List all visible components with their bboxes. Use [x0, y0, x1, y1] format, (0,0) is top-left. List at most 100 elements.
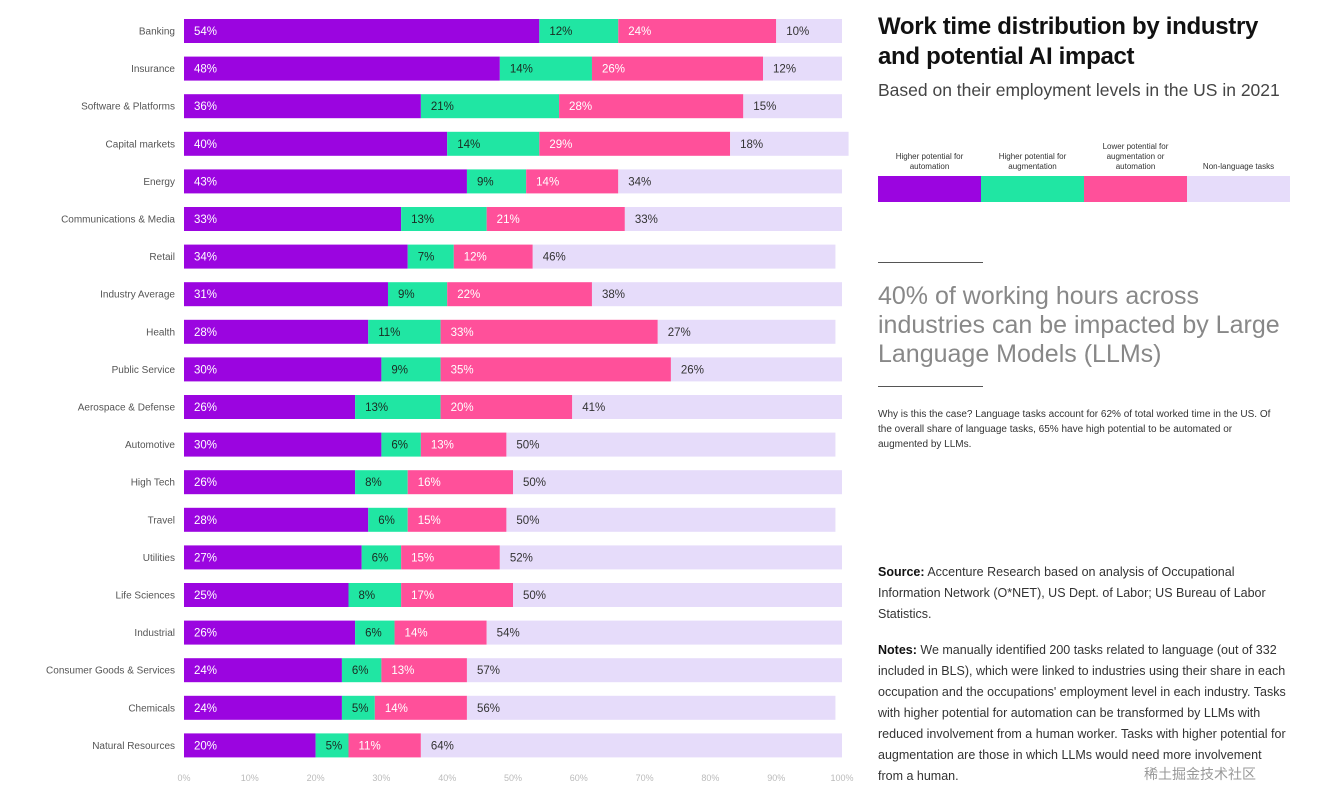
bar-segment-automation: [184, 545, 362, 570]
data-label: 10%: [786, 26, 809, 38]
bar-segment-automation: [184, 695, 342, 720]
category-label: High Tech: [131, 478, 175, 489]
data-label: 6%: [365, 628, 382, 640]
data-label: 22%: [457, 289, 480, 301]
bar-segment-lower: [440, 357, 671, 382]
data-label: 12%: [773, 64, 796, 76]
data-label: 11%: [359, 740, 381, 752]
legend-item-nonlanguage: Non-language tasks: [1187, 138, 1290, 202]
bar-segment-nonlanguage: [572, 395, 842, 419]
data-label: 38%: [602, 289, 625, 301]
data-label: 15%: [753, 101, 776, 113]
bar-segment-lower: [447, 282, 592, 307]
category-label: Software & Platforms: [81, 102, 175, 113]
bar-segment-lower: [453, 244, 533, 269]
data-label: 34%: [194, 252, 217, 264]
bar-segment-automation: [184, 395, 356, 419]
legend-label-nonlanguage: Non-language tasks: [1202, 162, 1275, 171]
data-label: 21%: [497, 214, 520, 226]
bar-segment-augmentation: [355, 395, 441, 419]
category-label: Banking: [139, 27, 175, 38]
x-tick-label: 90%: [767, 773, 785, 783]
data-label: 33%: [635, 214, 658, 226]
bar-segment-nonlanguage: [763, 56, 842, 81]
bar-row-life-sciences: Life Sciences 25% 8% 17% 50%: [116, 583, 842, 607]
bar-segment-automation: [184, 169, 467, 194]
bar-segment-nonlanguage: [618, 169, 842, 194]
bar-segment-nonlanguage: [466, 658, 842, 683]
data-label: 26%: [194, 477, 217, 489]
bar-row-natural-resources: Natural Resources 20% 5% 11% 64%: [92, 733, 842, 758]
data-label: 8%: [359, 590, 376, 602]
data-label: 30%: [194, 364, 217, 376]
legend-swatch-automation: [878, 176, 981, 202]
category-label: Life Sciences: [116, 591, 175, 602]
data-label: 34%: [628, 176, 651, 188]
data-label: 46%: [543, 252, 566, 264]
data-label: 26%: [194, 628, 217, 640]
bar-segment-augmentation: [355, 470, 408, 495]
bar-row-consumer-goods-services: Consumer Goods & Services 24% 6% 13% 57%: [46, 658, 842, 683]
bar-segment-augmentation: [401, 207, 487, 231]
data-label: 50%: [523, 477, 546, 489]
bar-segment-augmentation: [466, 169, 527, 194]
data-label: 27%: [194, 552, 217, 564]
bar-row-capital-markets: Capital markets 40% 14% 29% 18%: [106, 131, 849, 156]
bar-segment-automation: [184, 432, 382, 457]
bar-segment-automation: [184, 507, 369, 532]
data-label: 9%: [398, 289, 415, 301]
bar-segment-nonlanguage: [730, 131, 849, 156]
data-label: 13%: [365, 402, 388, 414]
category-label: Consumer Goods & Services: [46, 666, 175, 677]
legend-item-automation: Higher potential for automation: [878, 138, 981, 202]
chart-subtitle: Based on their employment levels in the …: [878, 80, 1280, 100]
data-label: 5%: [352, 703, 369, 715]
bar-segment-augmentation: [499, 56, 592, 81]
legend-item-augmentation: Higher potential for augmentation: [981, 138, 1084, 202]
bar-segment-augmentation: [381, 432, 421, 457]
bar-segment-lower: [381, 658, 467, 683]
bar-segment-augmentation: [355, 620, 395, 645]
bar-segment-nonlanguage: [670, 357, 842, 382]
bar-segment-augmentation: [387, 282, 448, 307]
data-label: 29%: [549, 139, 572, 151]
data-label: 40%: [194, 139, 217, 151]
data-label: 14%: [510, 64, 533, 76]
notes-label: Notes:: [878, 643, 917, 657]
data-label: 26%: [681, 364, 704, 376]
bar-row-public-service: Public Service 30% 9% 35% 26%: [112, 357, 842, 382]
data-label: 43%: [194, 176, 217, 188]
data-label: 14%: [385, 703, 408, 715]
bar-segment-nonlanguage: [466, 695, 836, 720]
data-label: 17%: [411, 590, 434, 602]
x-tick-label: 10%: [241, 773, 259, 783]
bar-segment-nonlanguage: [743, 94, 842, 119]
category-label: Industry Average: [100, 290, 175, 301]
legend-swatch-nonlanguage: [1187, 176, 1290, 202]
bar-row-travel: Travel 28% 6% 15% 50%: [148, 507, 836, 532]
data-label: 7%: [418, 252, 435, 264]
category-label: Public Service: [112, 365, 176, 376]
category-label: Aerospace & Defense: [78, 403, 176, 414]
data-label: 15%: [411, 552, 434, 564]
bar-segment-lower: [374, 695, 467, 720]
data-label: 13%: [411, 214, 434, 226]
bar-row-retail: Retail 34% 7% 12% 46%: [149, 244, 836, 269]
legend: Higher potential for automation Higher p…: [878, 124, 1290, 202]
bar-segment-automation: [184, 319, 369, 344]
data-label: 11%: [378, 327, 400, 339]
data-label: 54%: [194, 26, 217, 38]
bar-segment-nonlanguage: [506, 507, 836, 532]
bar-segment-nonlanguage: [657, 319, 836, 344]
bar-row-energy: Energy 43% 9% 14% 34%: [143, 169, 842, 194]
category-label: Insurance: [131, 64, 175, 75]
x-tick-label: 70%: [636, 773, 654, 783]
bar-segment-nonlanguage: [499, 545, 842, 570]
notes-text: We manually identified 200 tasks related…: [878, 643, 1286, 783]
divider-bottom: [878, 386, 983, 387]
bar-segment-lower: [486, 207, 625, 231]
category-label: Utilities: [143, 553, 175, 564]
bar-segment-automation: [184, 620, 356, 645]
data-label: 13%: [391, 665, 414, 677]
bar-segment-lower: [526, 169, 619, 194]
